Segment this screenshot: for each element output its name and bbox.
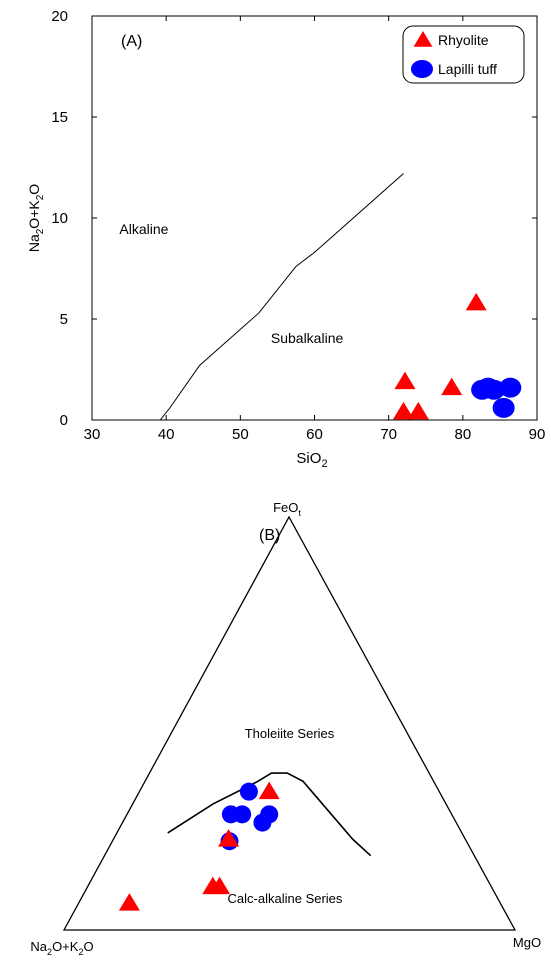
x-tick-label: 80: [454, 426, 471, 443]
y-tick-label: 5: [60, 311, 68, 328]
x-axis-label: SiO2: [296, 450, 327, 470]
lapilli-tuff-point: [499, 377, 522, 398]
x-tick-label: 30: [84, 426, 101, 443]
legend-triangle-marker: [413, 31, 433, 47]
apex-label-mgo: MgO: [513, 935, 541, 950]
y-axis-label: Na2O+K2O: [26, 184, 46, 252]
lapilli-tuff-point: [239, 782, 258, 801]
rhyolite-point: [118, 893, 140, 911]
axis-ticks: 30 40 50 60 70 80 90 0 5 10 15 20: [51, 8, 545, 443]
region-label: Calc-alkaline Series: [228, 891, 343, 906]
x-tick-label: 40: [158, 426, 175, 443]
lapilli-tuff-point: [233, 805, 252, 824]
rhyolite-point: [209, 876, 231, 895]
panel-a-tas-diagram: 30 40 50 60 70 80 90 0 5 10 15 20 (A) SiO2 Na2O+K2O…: [26, 8, 545, 470]
region-labels: Tholeiite Series Calc-alkaline Series: [228, 726, 343, 906]
data-points: [393, 292, 522, 420]
lapilli-tuff-point: [482, 379, 505, 400]
y-tick-label: 20: [51, 8, 68, 25]
x-tick-label: 90: [529, 426, 546, 443]
region-labels: Alkaline Subalkaline: [119, 221, 343, 346]
x-tick-label: 60: [306, 426, 323, 443]
apex-label-feot: FeOt: [273, 500, 301, 518]
region-label: Tholeiite Series: [245, 726, 335, 741]
rhyolite-point: [393, 401, 414, 420]
y-tick-label: 15: [51, 109, 68, 126]
x-tick-label: 50: [232, 426, 249, 443]
panel-label-a: (A): [121, 33, 142, 50]
tholeiite-calc-alkaline-divider: [167, 772, 372, 857]
lapilli-tuff-point: [260, 805, 279, 824]
legend: Rhyolite Lapilli tuff: [402, 25, 525, 84]
legend-label-rhyolite: Rhyolite: [438, 32, 489, 48]
ternary-triangle: [62, 515, 517, 931]
alkaline-subalkaline-divider: [159, 173, 404, 421]
region-label: Subalkaline: [271, 330, 344, 346]
legend-label-lapilli-tuff: Lapilli tuff: [438, 61, 497, 77]
panel-b-afm-diagram: FeOt (B) Na2O+K2O MgO Tholeiite Series Ca…: [30, 500, 541, 957]
region-label: Alkaline: [119, 221, 168, 237]
data-points: [118, 781, 280, 911]
rhyolite-point: [465, 292, 487, 311]
apex-label-alkali: Na2O+K2O: [30, 939, 93, 957]
legend-box: [402, 25, 525, 84]
y-tick-label: 0: [60, 412, 68, 429]
rhyolite-point: [441, 377, 463, 396]
y-tick-label: 10: [51, 210, 68, 227]
rhyolite-point: [394, 371, 416, 390]
lapilli-tuff-point: [492, 397, 515, 418]
x-tick-label: 70: [380, 426, 397, 443]
legend-circle-marker: [411, 60, 433, 78]
panel-label-b: (B): [259, 527, 280, 544]
rhyolite-point: [218, 829, 240, 847]
rhyolite-point: [407, 401, 429, 420]
rhyolite-point: [258, 781, 280, 800]
